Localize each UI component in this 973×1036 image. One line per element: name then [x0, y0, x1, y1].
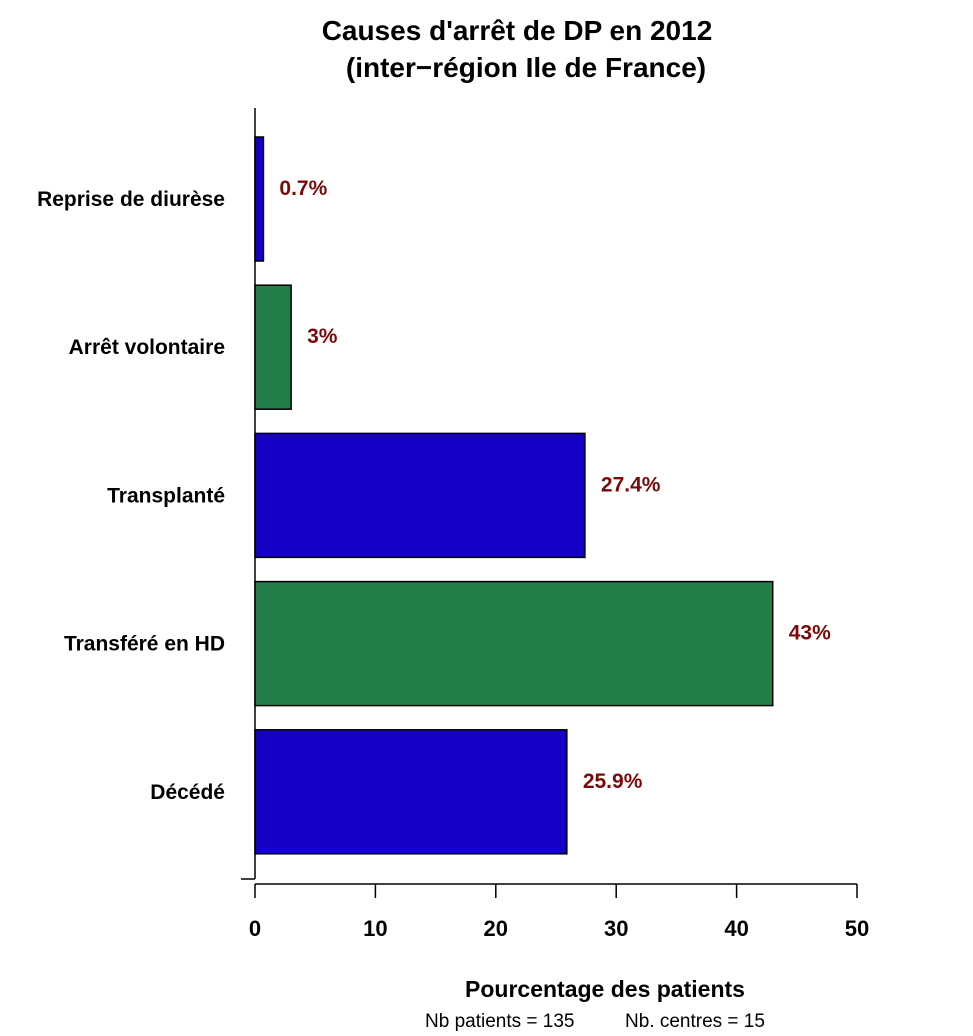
x-tick-label-5: 50	[845, 916, 869, 941]
category-label-4: Décédé	[150, 781, 225, 804]
bars	[254, 136, 774, 855]
bar-0	[254, 136, 265, 262]
bar-1	[254, 284, 292, 410]
x-tick-label-4: 40	[724, 916, 748, 941]
x-tick-label-1: 10	[363, 916, 387, 941]
value-labels: 0.7% 3% 27.4% 43% 25.9%	[279, 177, 831, 793]
category-label-0: Reprise de diurèse	[37, 188, 225, 211]
x-tick-label-3: 30	[604, 916, 628, 941]
bar-2	[254, 432, 586, 559]
value-label-3: 43%	[789, 622, 831, 645]
footnote-patients: Nb patients = 135	[425, 1011, 574, 1032]
category-label-2: Transplanté	[107, 484, 225, 507]
value-label-1: 3%	[307, 325, 338, 348]
chart-title: Causes d'arrêt de DP en 2012	[322, 15, 713, 46]
x-tick-label-0: 0	[249, 916, 261, 941]
bar-4	[254, 729, 568, 855]
x-tick-label-2: 20	[484, 916, 508, 941]
value-label-0: 0.7%	[279, 177, 327, 200]
x-axis-label: Pourcentage des patients	[465, 976, 745, 1002]
category-label-1: Arrêt volontaire	[69, 336, 225, 359]
x-axis-ticks: 0 10 20 30 40 50	[249, 884, 869, 941]
footnote-centres: Nb. centres = 15	[625, 1011, 765, 1032]
category-labels: Reprise de diurèse Arrêt volontaire Transp…	[37, 188, 225, 804]
category-label-3: Transféré en HD	[64, 633, 225, 656]
bar-3	[254, 580, 774, 707]
value-label-4: 25.9%	[583, 770, 643, 793]
value-label-2: 27.4%	[601, 473, 661, 496]
chart-subtitle: (inter−région Ile de France)	[346, 52, 706, 83]
